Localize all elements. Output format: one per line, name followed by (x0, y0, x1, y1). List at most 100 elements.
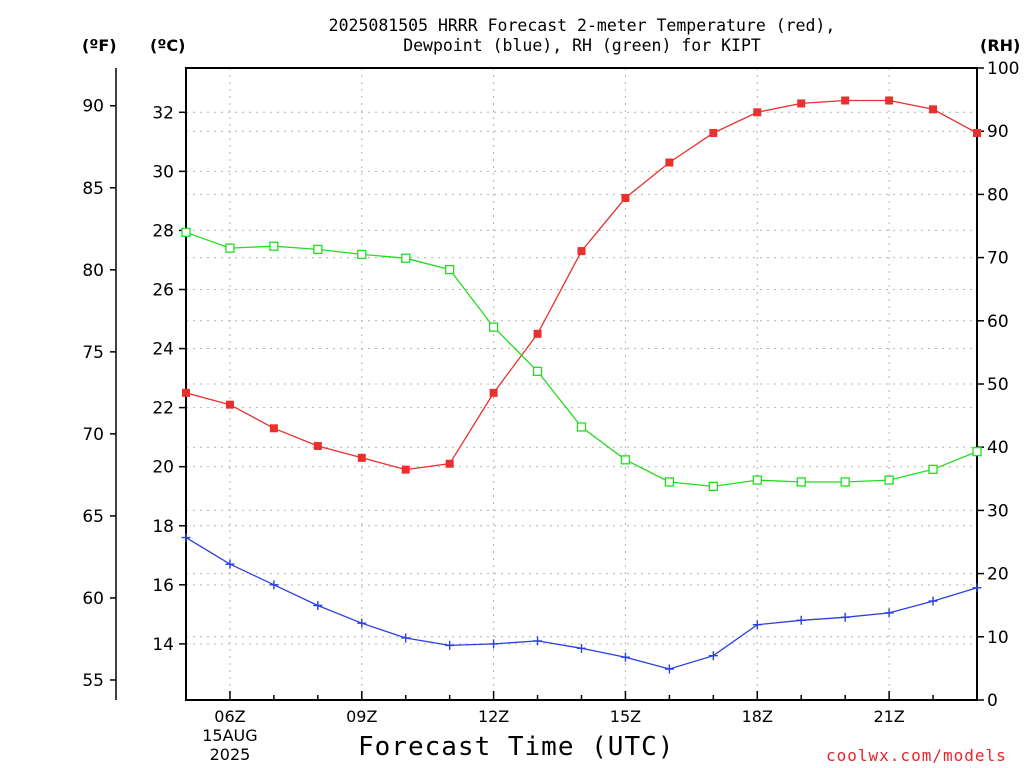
rh-tick-label: 90 (987, 122, 1009, 142)
x-axis-title: Forecast Time (UTC) (358, 732, 675, 762)
x-tick-label: 21Z (873, 707, 904, 726)
dewpoint-point (533, 636, 543, 646)
fahrenheit-unit-label: (ºF) (82, 36, 117, 55)
rh-point (708, 481, 718, 492)
rh-point (972, 446, 982, 457)
rh-tick-label: 20 (987, 565, 1009, 585)
rh-point (445, 264, 455, 275)
dewpoint-point (664, 664, 674, 674)
chart-title-line1: 2025081505 HRRR Forecast 2-meter Tempera… (328, 16, 836, 35)
x-tick-label: 09Z (346, 707, 377, 726)
rh-tick-label: 10 (987, 628, 1009, 648)
rh-tick-label: 50 (987, 375, 1009, 395)
rh-point (532, 366, 543, 377)
fahrenheit-tick-label: 80 (82, 261, 104, 281)
temperature-point (797, 99, 806, 108)
fahrenheit-tick-label: 85 (82, 179, 104, 199)
rh-point (181, 227, 191, 237)
temperature-point (709, 128, 718, 137)
x-tick-year-label: 2025 (210, 745, 251, 764)
rh-tick-label: 80 (987, 185, 1009, 205)
x-tick-date-label: 15AUG (202, 726, 257, 745)
dewpoint-point (313, 600, 323, 610)
rh-tick-label: 0 (987, 691, 998, 711)
temperature-point (357, 453, 366, 462)
celsius-tick-label: 16 (152, 576, 174, 596)
celsius-tick-label: 22 (152, 399, 174, 419)
celsius-tick-label: 30 (152, 162, 174, 182)
chart-title: 2025081505 HRRR Forecast 2-meter Tempera… (300, 16, 864, 56)
chart-title-line2: Dewpoint (blue), RH (green) for KIPT (403, 36, 761, 55)
dewpoint-point (972, 583, 982, 593)
dewpoint-point (489, 639, 499, 649)
temperature-point (489, 388, 498, 397)
fahrenheit-tick-label: 55 (82, 671, 104, 691)
celsius-tick-label: 28 (152, 221, 174, 241)
fahrenheit-tick-label: 90 (82, 97, 104, 117)
dewpoint-point (752, 620, 762, 630)
dewpoint-point (269, 580, 279, 590)
rh-point (357, 249, 367, 260)
rh-point (576, 422, 587, 432)
dewpoint-point (401, 633, 411, 643)
x-tick-label: 18Z (742, 707, 773, 726)
temperature-point (885, 96, 894, 105)
fahrenheit-tick-label: 75 (82, 343, 104, 363)
rh-point (488, 322, 499, 332)
x-tick-label: 06Z (214, 707, 245, 726)
rh-point (313, 244, 323, 255)
celsius-tick-label: 26 (152, 280, 174, 300)
dewpoint-point (840, 612, 850, 622)
rh-point (225, 243, 235, 253)
dewpoint-point (796, 615, 806, 625)
temperature-point (841, 96, 850, 105)
dewpoint-point (357, 618, 367, 628)
rh-tick-label: 30 (987, 501, 1009, 521)
temperature-point (577, 247, 586, 256)
x-tick-label: 12Z (478, 707, 509, 726)
rh-point (620, 455, 631, 465)
temperature-point (182, 388, 190, 397)
temperature-point (753, 108, 762, 117)
rh-tick-label: 60 (987, 312, 1009, 332)
celsius-tick-label: 18 (152, 517, 174, 537)
celsius-tick-label: 32 (152, 103, 174, 123)
dewpoint-point (445, 640, 455, 650)
celsius-tick-label: 24 (152, 340, 174, 360)
rh-point (796, 477, 806, 487)
credit-text: coolwx.com/models (826, 746, 1007, 765)
dewpoint-point (225, 559, 235, 569)
celsius-tick-label: 20 (152, 458, 174, 478)
rh-unit-label: (RH) (980, 36, 1021, 55)
temperature-point (929, 105, 938, 114)
rh-point (664, 477, 675, 487)
temperature-point (621, 193, 630, 202)
dewpoint-point (708, 651, 718, 661)
x-tick-label: 15Z (610, 707, 641, 726)
temperature-point (401, 465, 410, 474)
rh-point (401, 253, 411, 263)
dewpoint-point (884, 608, 894, 618)
rh-point (752, 475, 762, 485)
rh-tick-label: 100 (987, 59, 1019, 79)
dewpoint-point (577, 643, 586, 653)
rh-line (185, 231, 978, 488)
temperature-point (973, 128, 981, 137)
fahrenheit-tick-label: 70 (82, 425, 104, 445)
rh-tick-label: 70 (987, 249, 1009, 269)
temperature-point (313, 442, 322, 451)
temperature-line (185, 99, 978, 471)
rh-tick-label: 40 (987, 438, 1009, 458)
rh-point (928, 464, 938, 474)
temperature-point (533, 329, 542, 338)
fahrenheit-tick-label: 60 (82, 589, 104, 609)
dewpoint-point (181, 533, 191, 543)
temperature-point (665, 158, 674, 167)
rh-point (269, 241, 279, 251)
temperature-point (445, 459, 454, 468)
rh-point (884, 475, 894, 485)
temperature-point (225, 400, 234, 409)
dewpoint-point (928, 596, 938, 606)
rh-point (840, 477, 850, 487)
